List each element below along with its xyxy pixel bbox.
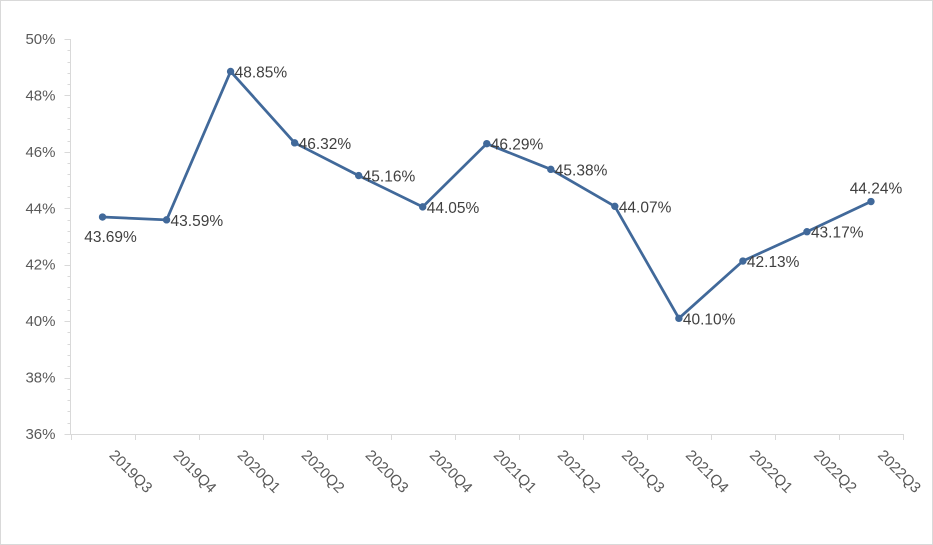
y-tick-label: 38%	[25, 370, 55, 387]
data-label: 43.59%	[171, 213, 224, 230]
data-point	[483, 139, 491, 148]
series-layer	[98, 67, 875, 323]
y-axis: 36% 38% 40% 42% 44% 46% 48% 50%	[25, 31, 71, 443]
data-label: 46.32%	[299, 136, 352, 153]
data-labels: 43.69% 43.59% 48.85% 46.32% 45.16% 44.05% 46.2…	[84, 64, 902, 328]
data-point	[611, 202, 619, 211]
data-label: 45.38%	[555, 162, 608, 179]
data-label: 44.07%	[619, 199, 672, 216]
y-tick-label: 50%	[25, 31, 55, 48]
data-point	[803, 228, 811, 236]
y-tick-label: 48%	[25, 87, 55, 104]
data-point	[675, 314, 683, 323]
data-point	[547, 165, 555, 174]
data-label: 44.24%	[850, 181, 903, 198]
y-tick-label: 44%	[25, 200, 55, 217]
data-label: 40.10%	[683, 311, 736, 328]
data-point	[419, 203, 427, 211]
data-point	[867, 197, 875, 206]
y-tick-label: 42%	[25, 257, 55, 274]
y-tick-label: 46%	[25, 144, 55, 161]
data-label: 44.05%	[427, 200, 480, 217]
data-label: 45.16%	[363, 169, 416, 186]
data-point	[354, 171, 363, 180]
y-tick-label: 40%	[25, 313, 55, 330]
data-label: 42.13%	[747, 254, 800, 271]
data-label: 46.29%	[491, 137, 544, 154]
data-label: 48.85%	[235, 64, 288, 81]
data-label: 43.69%	[84, 229, 137, 246]
y-tick-label: 36%	[25, 426, 55, 443]
data-point	[739, 257, 747, 265]
data-point	[98, 213, 107, 221]
data-point	[162, 216, 171, 224]
data-point	[290, 139, 299, 147]
data-label: 43.17%	[811, 225, 864, 242]
data-point	[226, 67, 235, 76]
